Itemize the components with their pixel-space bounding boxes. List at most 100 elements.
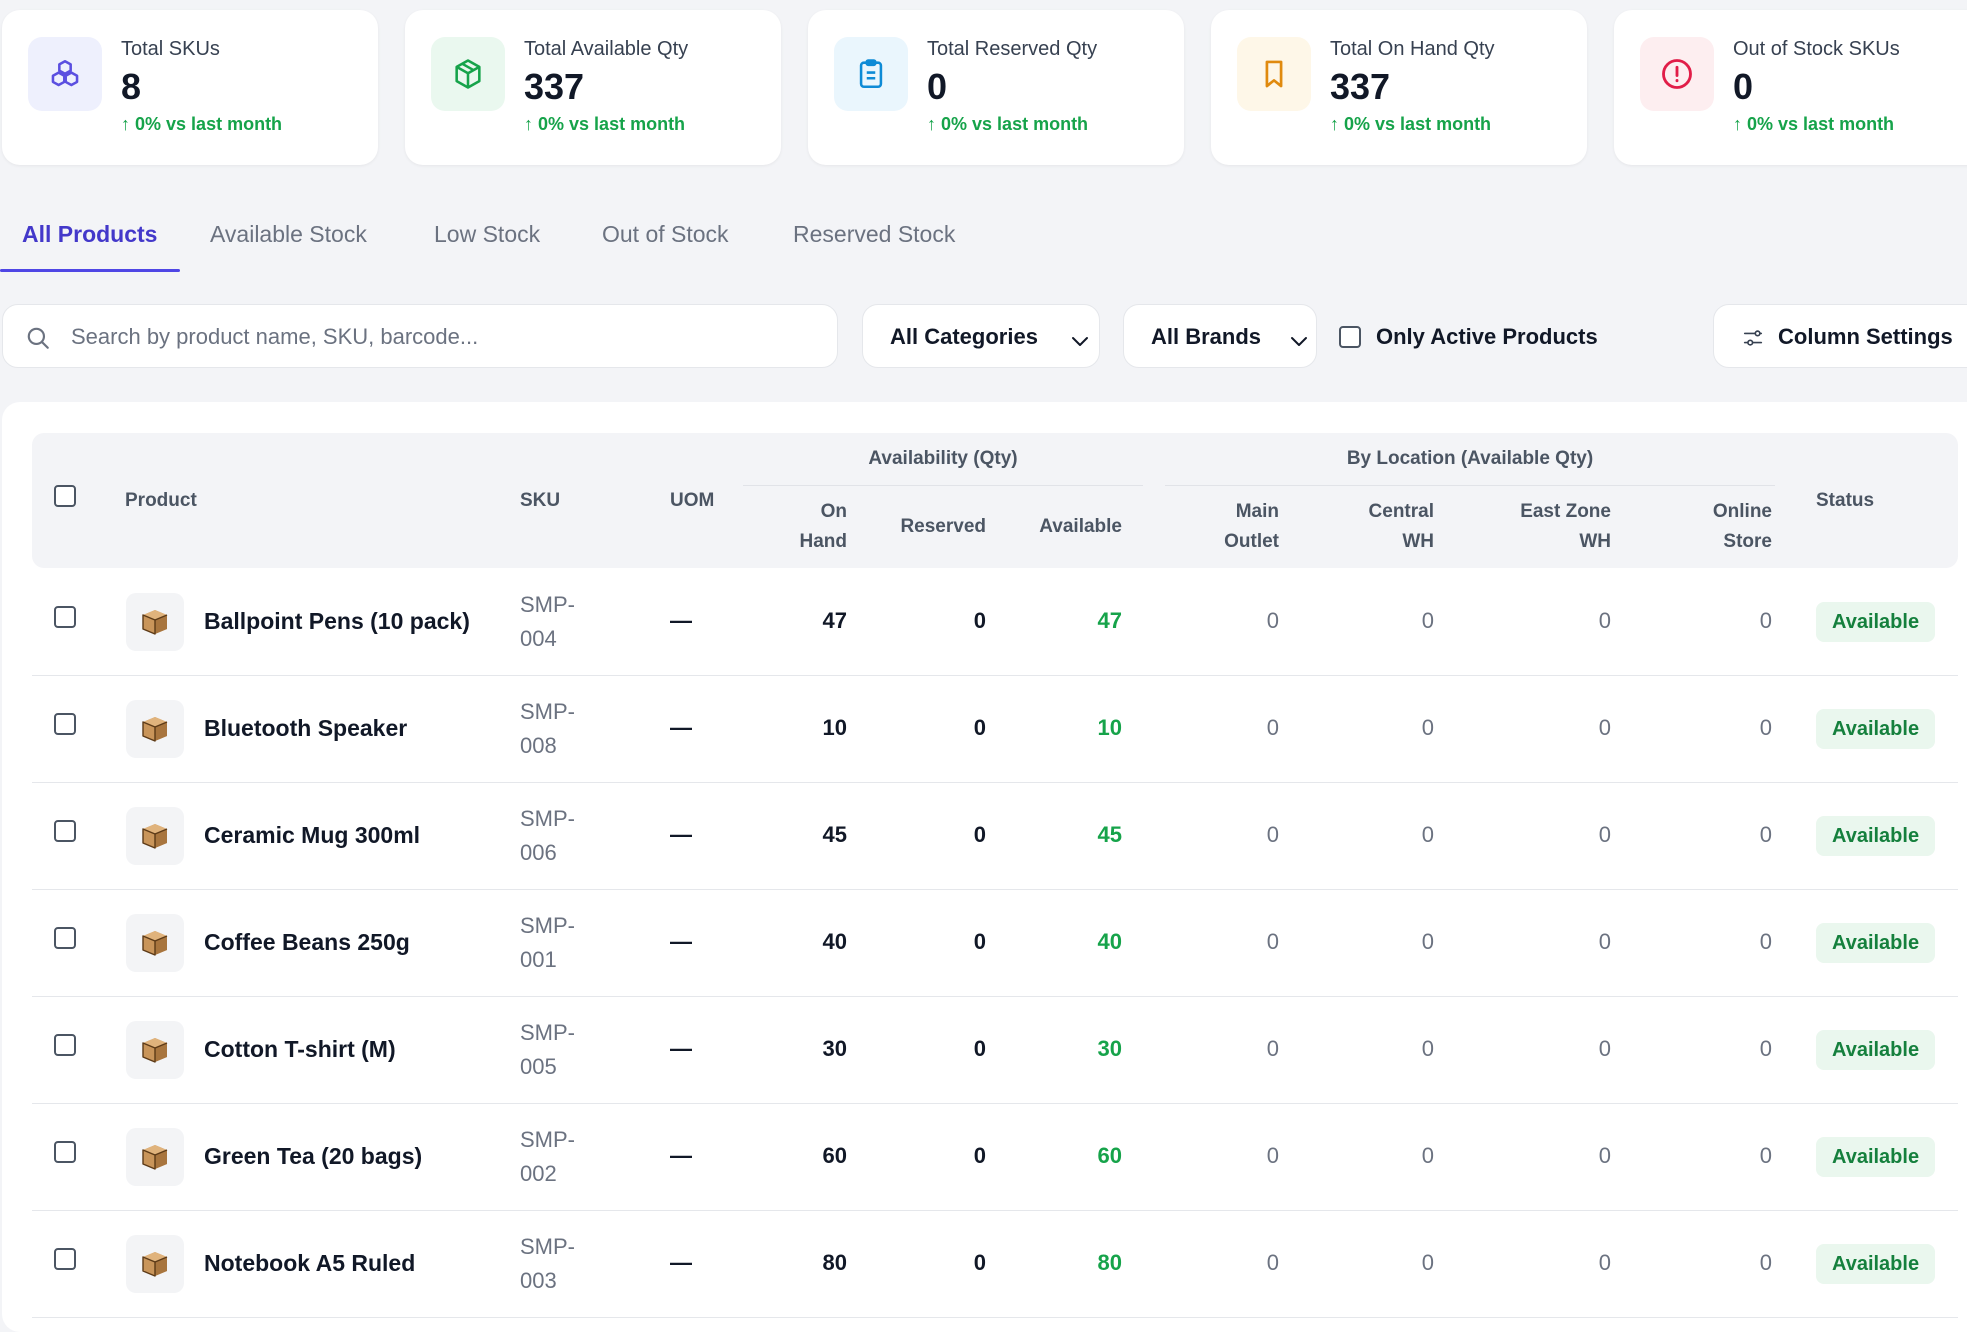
stat-title: Total Reserved Qty bbox=[927, 38, 1098, 60]
alert-circle-icon bbox=[1640, 37, 1714, 111]
tab-low-stock[interactable]: Low Stock bbox=[434, 221, 541, 247]
on-hand-value: 47 bbox=[822, 608, 847, 633]
row-checkbox[interactable] bbox=[54, 1034, 76, 1056]
stat-value: 0 bbox=[927, 66, 948, 107]
stat-delta-text: 0% vs last month bbox=[1344, 114, 1492, 134]
main-outlet-value: 0 bbox=[1266, 929, 1279, 954]
col-on-hand[interactable]: On Hand bbox=[727, 497, 848, 557]
group-by-location: By Location (Available Qty) bbox=[1346, 448, 1594, 469]
tab-reserved-stock[interactable]: Reserved Stock bbox=[793, 221, 956, 247]
on-hand-value: 10 bbox=[822, 715, 847, 740]
table-row[interactable]: Ceramic Mug 300ml SMP-006 — 45 0 45 0 0 … bbox=[32, 782, 1958, 890]
stat-card-total-available: Total Available Qty 337 ↑ 0% vs last mon… bbox=[405, 10, 781, 165]
row-checkbox[interactable] bbox=[54, 1248, 76, 1270]
row-checkbox[interactable] bbox=[54, 820, 76, 842]
on-hand-value: 80 bbox=[822, 1250, 847, 1275]
stock-tabs: All Products Available Stock Low Stock O… bbox=[0, 214, 1967, 272]
sku-value: SMP-005 bbox=[520, 1020, 575, 1079]
active-tab-indicator bbox=[0, 269, 180, 272]
arrow-up-icon: ↑ bbox=[1330, 114, 1345, 134]
product-name[interactable]: Notebook A5 Ruled bbox=[204, 1250, 416, 1276]
stat-title: Total Available Qty bbox=[524, 38, 689, 60]
table-row[interactable]: Notebook A5 Ruled SMP-003 — 80 0 80 0 0 … bbox=[32, 1210, 1958, 1318]
available-value: 60 bbox=[1097, 1143, 1122, 1168]
table-row[interactable]: Green Tea (20 bags) SMP-002 — 60 0 60 0 … bbox=[32, 1103, 1958, 1211]
online-store-value: 0 bbox=[1759, 608, 1772, 633]
col-available[interactable]: Available bbox=[1039, 516, 1122, 537]
col-central-wh[interactable]: Central WH bbox=[1314, 497, 1434, 557]
col-sku[interactable]: SKU bbox=[520, 490, 561, 511]
table-row[interactable]: Bluetooth Speaker SMP-008 — 10 0 10 0 0 … bbox=[32, 675, 1958, 783]
arrow-up-icon: ↑ bbox=[121, 114, 136, 134]
row-checkbox[interactable] bbox=[54, 1141, 76, 1163]
product-name[interactable]: Green Tea (20 bags) bbox=[204, 1143, 423, 1169]
table-row[interactable]: Ballpoint Pens (10 pack) SMP-004 — 47 0 … bbox=[32, 568, 1958, 676]
stat-card-total-on-hand: Total On Hand Qty 337 ↑ 0% vs last month bbox=[1211, 10, 1587, 165]
stat-card-out-of-stock: Out of Stock SKUs 0 ↑ 0% vs last month bbox=[1614, 10, 1967, 165]
clipboard-icon bbox=[834, 37, 908, 111]
col-central-wh-line1: Central bbox=[1368, 501, 1434, 522]
central-wh-value: 0 bbox=[1421, 715, 1434, 740]
package-icon bbox=[431, 37, 505, 111]
col-east-zone-wh[interactable]: East Zone WH bbox=[1491, 497, 1611, 557]
status-badge: Available bbox=[1816, 1244, 1936, 1284]
east-zone-wh-value: 0 bbox=[1598, 715, 1611, 740]
east-zone-wh-value: 0 bbox=[1598, 1250, 1611, 1275]
stat-delta-text: 0% vs last month bbox=[538, 114, 686, 134]
online-store-value: 0 bbox=[1759, 1250, 1772, 1275]
only-active-checkbox[interactable] bbox=[1339, 326, 1361, 348]
tab-all-products[interactable]: All Products bbox=[22, 221, 158, 247]
product-box-icon bbox=[126, 807, 184, 865]
group-availability-divider bbox=[743, 485, 1143, 486]
main-outlet-value: 0 bbox=[1266, 1143, 1279, 1168]
col-product[interactable]: Product bbox=[125, 490, 197, 511]
product-name[interactable]: Coffee Beans 250g bbox=[204, 929, 410, 955]
east-zone-wh-value: 0 bbox=[1598, 608, 1611, 633]
east-zone-wh-value: 0 bbox=[1598, 929, 1611, 954]
reserved-value: 0 bbox=[973, 608, 986, 633]
col-uom[interactable]: UOM bbox=[670, 490, 715, 511]
status-badge: Available bbox=[1816, 816, 1936, 856]
col-main-outlet-line2: Outlet bbox=[1224, 531, 1279, 552]
stat-delta-text: 0% vs last month bbox=[1747, 114, 1895, 134]
col-status[interactable]: Status bbox=[1816, 490, 1875, 511]
main-outlet-value: 0 bbox=[1266, 608, 1279, 633]
status-badge: Available bbox=[1816, 1137, 1936, 1177]
row-checkbox[interactable] bbox=[54, 713, 76, 735]
column-settings-button[interactable]: Column Settings bbox=[1713, 304, 1967, 368]
tab-available-stock[interactable]: Available Stock bbox=[210, 221, 367, 247]
select-all-checkbox[interactable] bbox=[54, 485, 76, 507]
reserved-value: 0 bbox=[973, 929, 986, 954]
sku-value: SMP-001 bbox=[520, 913, 575, 972]
row-checkbox[interactable] bbox=[54, 606, 76, 628]
table-row[interactable]: Cotton T-shirt (M) SMP-005 — 30 0 30 0 0… bbox=[32, 996, 1958, 1104]
brands-dropdown[interactable]: All Brands bbox=[1123, 304, 1317, 368]
col-main-outlet[interactable]: Main Outlet bbox=[1159, 497, 1279, 557]
central-wh-value: 0 bbox=[1421, 1036, 1434, 1061]
main-outlet-value: 0 bbox=[1266, 1250, 1279, 1275]
stat-value: 337 bbox=[1330, 66, 1391, 107]
product-name[interactable]: Cotton T-shirt (M) bbox=[204, 1036, 396, 1062]
categories-dropdown[interactable]: All Categories bbox=[862, 304, 1100, 368]
row-checkbox[interactable] bbox=[54, 927, 76, 949]
search-input[interactable] bbox=[69, 315, 813, 359]
product-name[interactable]: Bluetooth Speaker bbox=[204, 715, 408, 741]
col-online-store[interactable]: Online Store bbox=[1652, 497, 1772, 557]
available-value: 47 bbox=[1097, 608, 1122, 633]
sku-value: SMP-002 bbox=[520, 1127, 575, 1186]
col-main-outlet-line1: Main bbox=[1235, 501, 1279, 522]
product-name[interactable]: Ballpoint Pens (10 pack) bbox=[204, 608, 470, 634]
table-row[interactable]: Coffee Beans 250g SMP-001 — 40 0 40 0 0 … bbox=[32, 889, 1958, 997]
categories-dropdown-label: All Categories bbox=[890, 324, 1038, 349]
column-settings-label: Column Settings bbox=[1778, 324, 1953, 349]
main-outlet-value: 0 bbox=[1266, 822, 1279, 847]
tab-out-of-stock[interactable]: Out of Stock bbox=[602, 221, 729, 247]
product-name[interactable]: Ceramic Mug 300ml bbox=[204, 822, 421, 848]
stat-delta-text: 0% vs last month bbox=[941, 114, 1089, 134]
status-badge: Available bbox=[1816, 709, 1936, 749]
product-box-icon bbox=[126, 1021, 184, 1079]
product-box-icon bbox=[126, 700, 184, 758]
chevron-down-icon bbox=[1290, 329, 1308, 355]
col-reserved[interactable]: Reserved bbox=[900, 516, 986, 537]
available-value: 45 bbox=[1097, 822, 1122, 847]
